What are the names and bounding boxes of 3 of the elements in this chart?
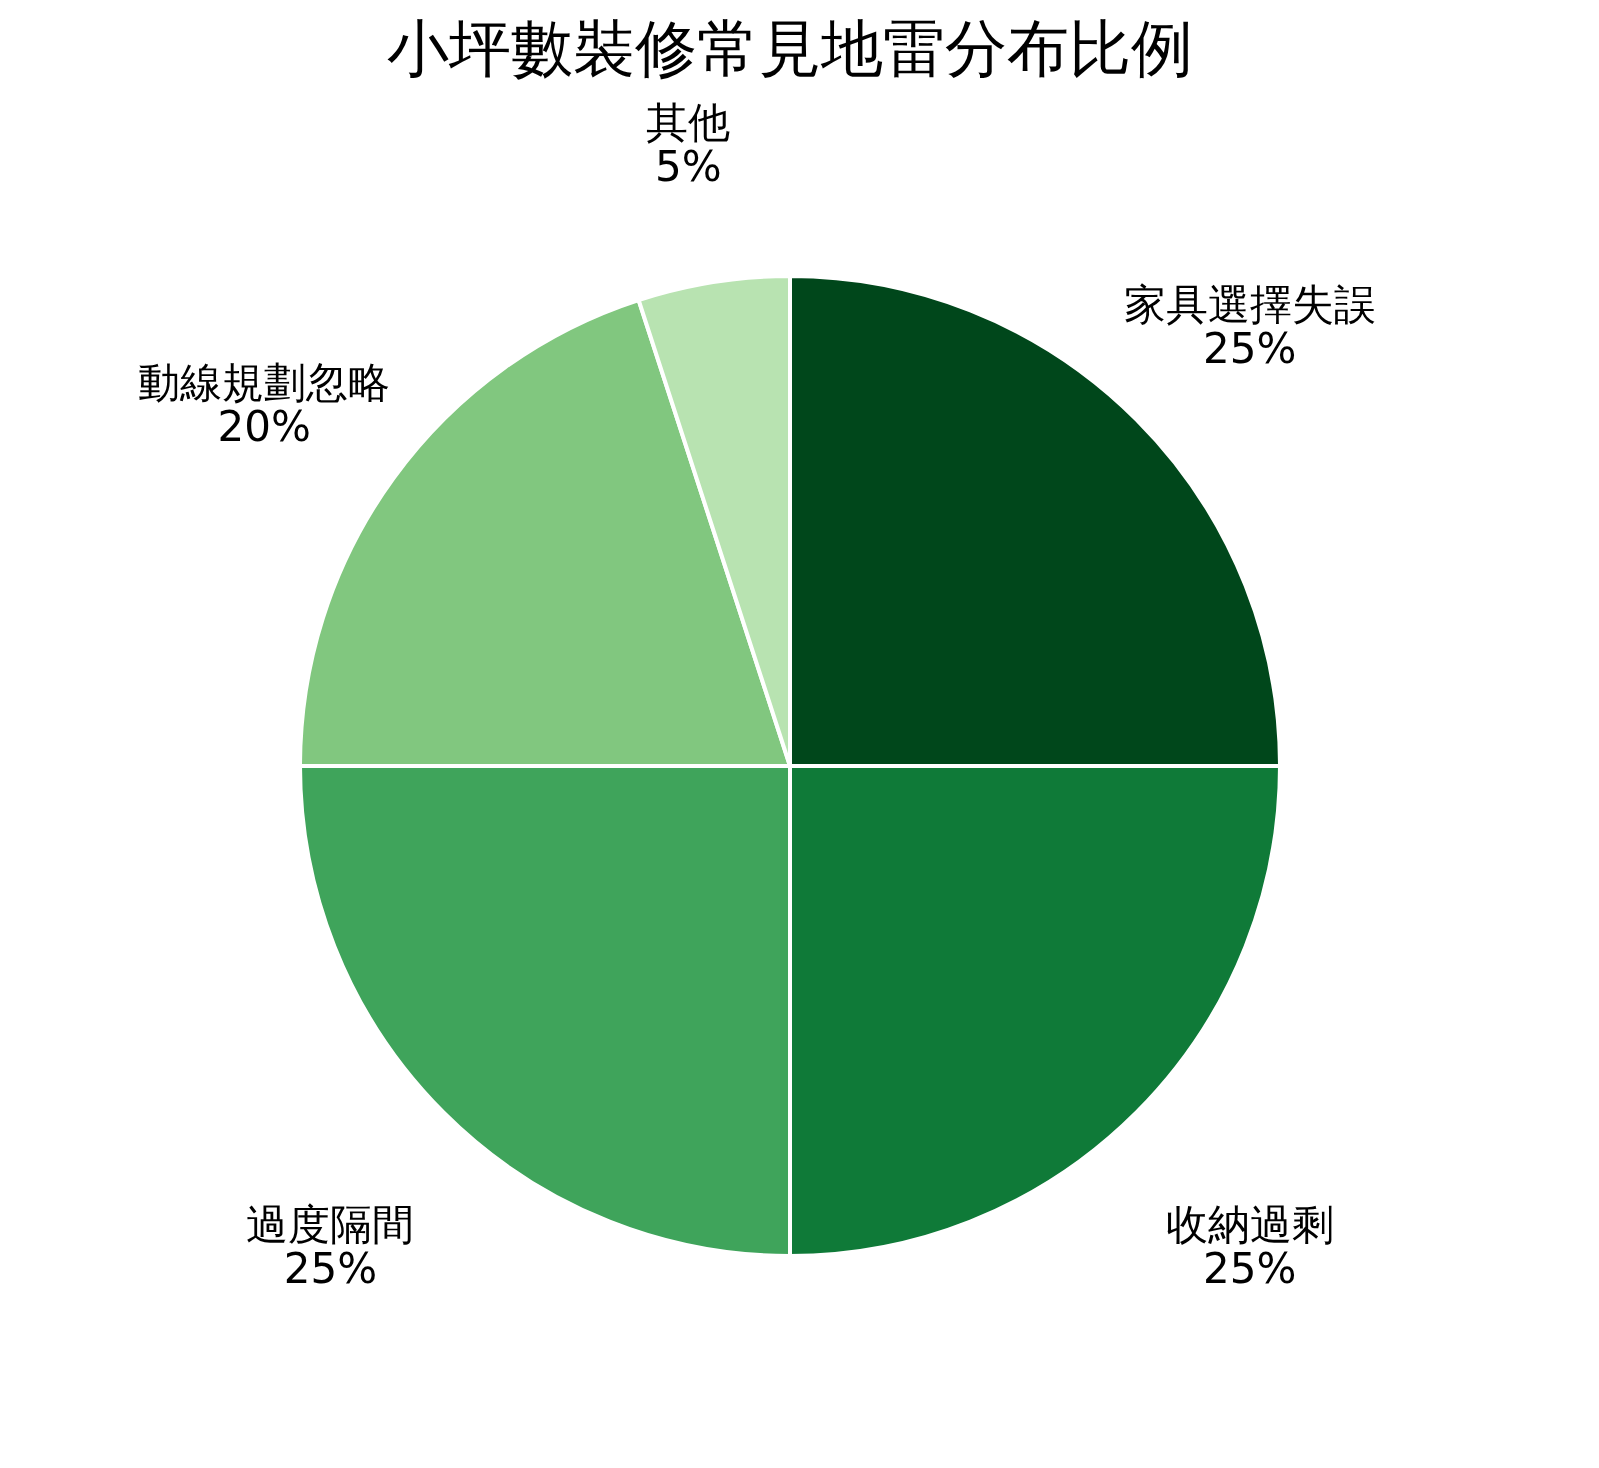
slice-label: 收納過剩 [1165, 1199, 1334, 1249]
slice-label: 過度隔間 [246, 1199, 415, 1249]
chart-title: 小坪數裝修常見地雷分布比例 [387, 12, 1193, 85]
